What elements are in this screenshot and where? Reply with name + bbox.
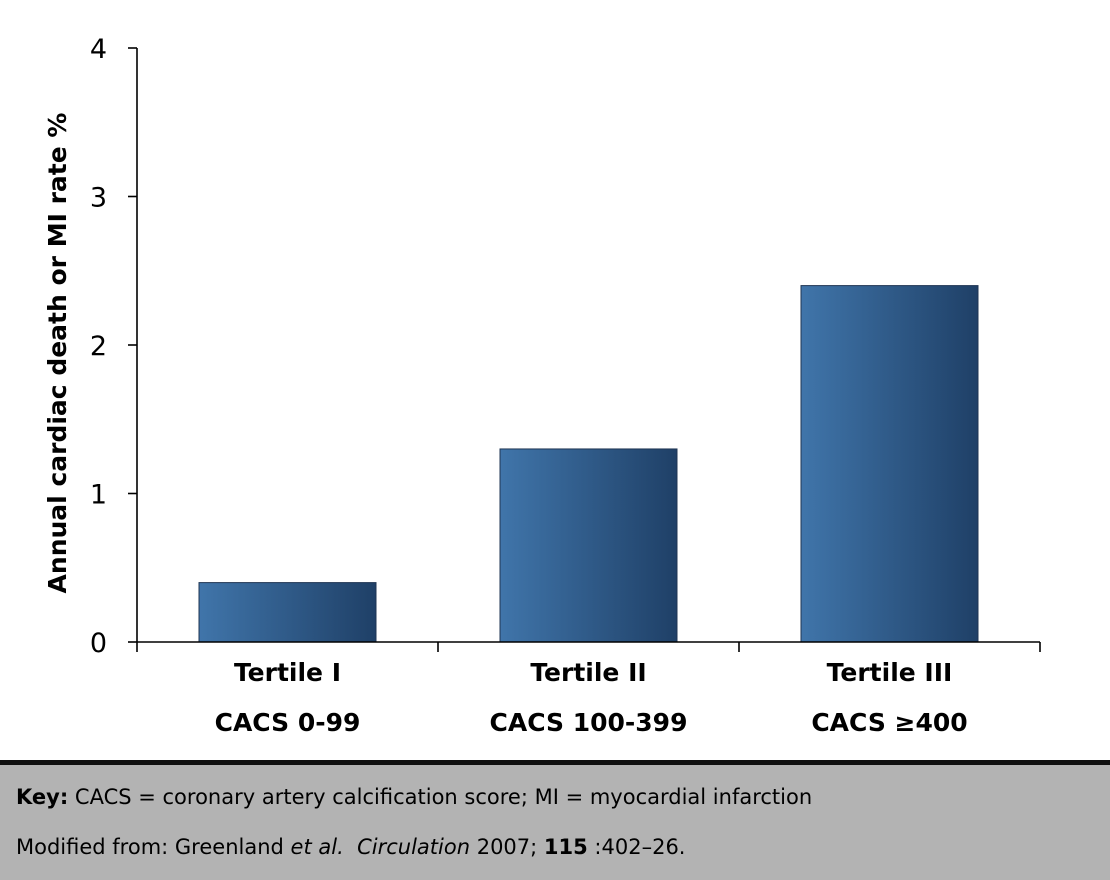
bar — [800, 285, 979, 643]
bar — [499, 448, 678, 643]
y-tick-label: 3 — [90, 183, 107, 214]
key-label: Key: — [16, 785, 69, 809]
source-journal: Circulation — [357, 835, 471, 859]
bars-layer — [198, 285, 979, 643]
source-line: Modified from: Greenland et al. Circulat… — [16, 835, 685, 859]
source-prefix: Modified from: Greenland — [16, 835, 291, 859]
y-tick-label: 1 — [90, 480, 107, 511]
y-tick-label: 2 — [90, 331, 107, 362]
source-volume: 115 — [543, 835, 588, 859]
x-category-label: Tertile I — [234, 658, 341, 687]
x-category-label: Tertile III — [827, 658, 953, 687]
y-tick-label: 0 — [90, 628, 107, 659]
source-authors: et al. — [290, 835, 344, 859]
source-pages: :402–26. — [587, 835, 686, 859]
footer-panel: Key: CACS = coronary artery calcificatio… — [0, 760, 1110, 880]
y-axis-title: Annual cardiac death or MI rate % — [43, 113, 72, 594]
chart-area: 0 1 2 3 4 Tertile I CACS 0-99 Tertile II CACS 1… — [43, 34, 1041, 737]
x-category-label: Tertile II — [530, 658, 646, 687]
y-tick-label: 4 — [90, 34, 107, 65]
key-line: Key: CACS = coronary artery calcificatio… — [16, 785, 812, 809]
x-subcategory-label: CACS ≥400 — [811, 708, 967, 737]
bar — [198, 582, 377, 643]
x-subcategory-label: CACS 0-99 — [215, 708, 361, 737]
key-text: CACS = coronary artery calcification sco… — [68, 785, 813, 809]
bar-chart: 0 1 2 3 4 Tertile I CACS 0-99 Tertile II CACS 1… — [43, 34, 1041, 737]
source-year: 2007; — [470, 835, 544, 859]
x-subcategory-label: CACS 100-399 — [490, 708, 688, 737]
ticks-layer: 0 1 2 3 4 — [90, 34, 1041, 659]
labels-layer: Tertile I CACS 0-99 Tertile II CACS 100-399… — [215, 658, 968, 737]
